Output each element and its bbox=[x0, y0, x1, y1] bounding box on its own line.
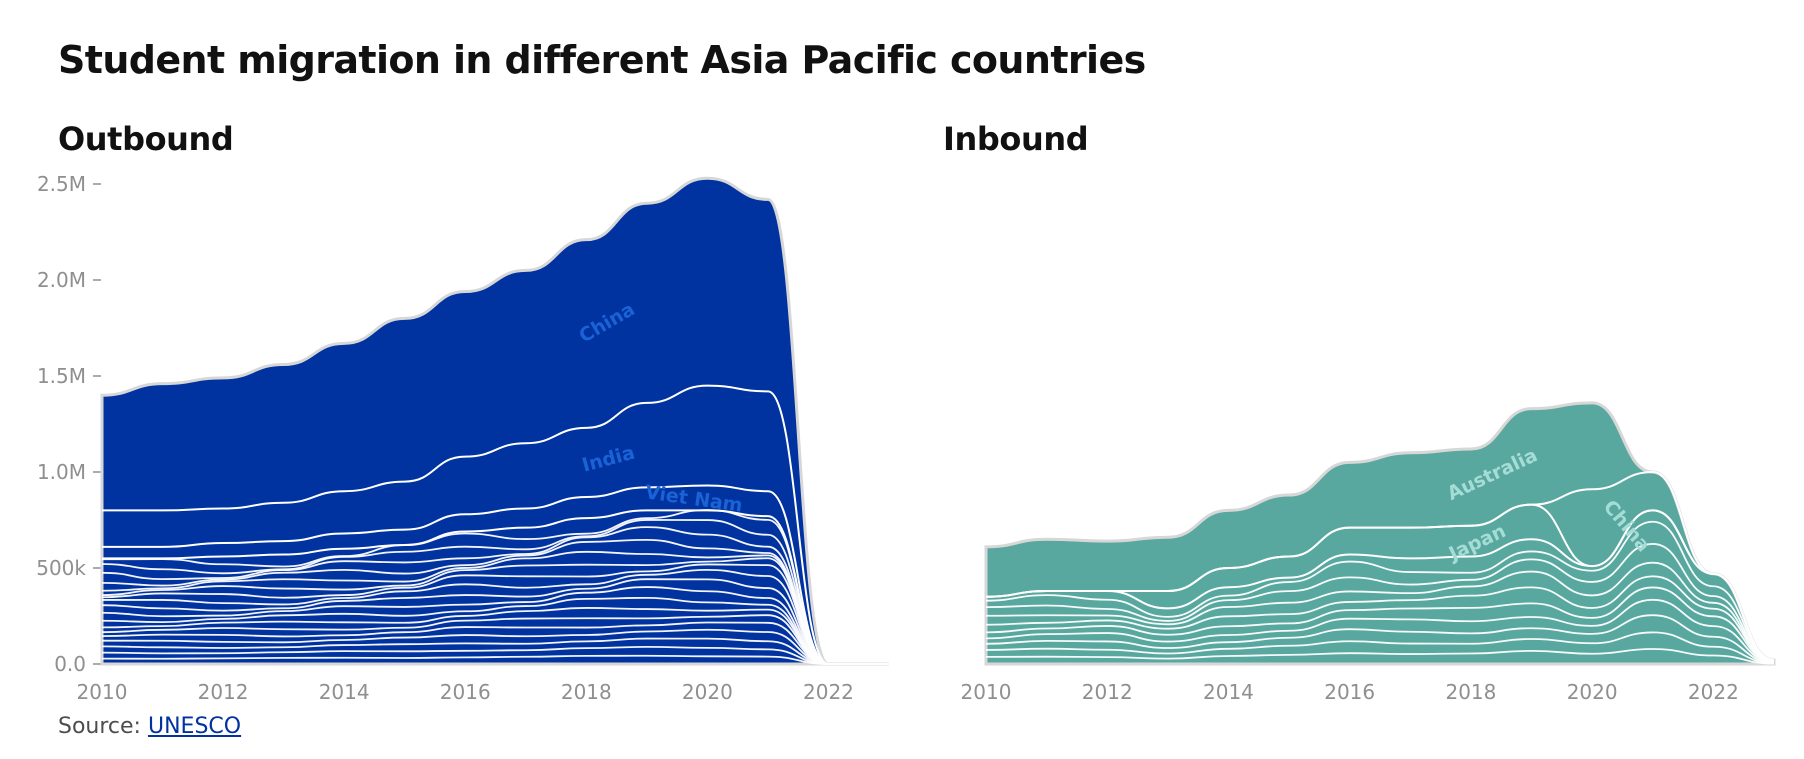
stream-band-boundary-minor bbox=[985, 586, 1775, 663]
stream-band-boundary-minor bbox=[101, 596, 889, 665]
stream-area-total bbox=[984, 401, 1776, 666]
stream-band-boundary-minor bbox=[101, 509, 889, 665]
stream-band-boundary-minor bbox=[101, 519, 889, 665]
x-tick-label: 2012 bbox=[1082, 680, 1133, 704]
stream-band-boundary-minor bbox=[985, 648, 1775, 665]
stream-band-boundary-minor bbox=[985, 543, 1775, 662]
x-tick-label: 2018 bbox=[561, 680, 612, 704]
chart-title: Student migration in different Asia Paci… bbox=[58, 38, 1146, 82]
stream-band-boundary-viet-nam bbox=[102, 509, 889, 665]
inbound-panel-title: Inbound bbox=[943, 120, 1089, 158]
stream-band-boundary-minor bbox=[101, 538, 889, 665]
x-tick-label: 2014 bbox=[1203, 680, 1254, 704]
stream-band-boundary-minor bbox=[101, 550, 889, 665]
x-tick-label: 2014 bbox=[319, 680, 370, 704]
stream-band-boundary-minor bbox=[985, 561, 1775, 663]
stream-band-boundary-minor bbox=[985, 631, 1775, 665]
x-tick-label: 2016 bbox=[1324, 680, 1375, 704]
source-link[interactable]: UNESCO bbox=[147, 714, 242, 739]
stream-band-boundary-minor bbox=[101, 654, 889, 665]
stream-band-boundary-minor bbox=[101, 607, 889, 665]
x-tick-label: 2020 bbox=[682, 680, 733, 704]
stream-band-boundary-minor bbox=[985, 598, 1775, 664]
outbound-panel: 0.0 500k 1.0M 1.5M 2.0M 2.5M 2010 2012 2014 2016 2… bbox=[36, 172, 889, 704]
x-tick-label: 2010 bbox=[77, 680, 128, 704]
stream-band-boundary-minor bbox=[101, 621, 889, 665]
x-tick-label: 2016 bbox=[440, 680, 491, 704]
stream-band-boundary-minor bbox=[101, 563, 889, 665]
y-tick-label: 0.0 bbox=[54, 652, 86, 676]
stream-band-boundary-india bbox=[101, 484, 889, 665]
outbound-panel-title: Outbound bbox=[58, 120, 234, 158]
x-tick-label: 2010 bbox=[961, 680, 1012, 704]
x-tick-label: 2022 bbox=[803, 680, 854, 704]
stream-band-boundary-japan bbox=[985, 509, 1775, 662]
y-tick-label: 1.0M bbox=[37, 460, 86, 484]
stream-band-boundary-china bbox=[101, 384, 889, 665]
stream-band-boundary-minor bbox=[985, 614, 1775, 664]
inbound-panel: 2010 2012 2014 2016 2018 2020 2022AustraliaJap… bbox=[961, 401, 1776, 704]
stream-band-boundary-minor bbox=[101, 526, 889, 665]
y-tick-label: 1.5M bbox=[37, 364, 86, 388]
stream-band-boundary-minor bbox=[985, 575, 1775, 663]
stream-band-boundary-minor bbox=[101, 578, 889, 665]
stream-band-boundary-minor bbox=[985, 520, 1775, 662]
source-note: Source: UNESCO bbox=[58, 714, 241, 739]
stream-band-boundary-minor bbox=[101, 646, 889, 665]
y-tick-label: 2.0M bbox=[37, 268, 86, 292]
x-tick-label: 2020 bbox=[1567, 680, 1618, 704]
x-tick-label: 2012 bbox=[198, 680, 249, 704]
stream-band-boundary-minor bbox=[101, 586, 889, 665]
y-tick-label: 2.5M bbox=[37, 172, 86, 196]
stream-band-boundary-minor bbox=[101, 568, 889, 665]
stream-band-boundary-minor bbox=[101, 557, 889, 665]
y-tick-label: 500k bbox=[36, 556, 86, 580]
stream-band-boundary-minor bbox=[101, 614, 889, 665]
x-tick-label: 2018 bbox=[1445, 680, 1496, 704]
stream-area-total bbox=[100, 176, 889, 666]
x-tick-label: 2022 bbox=[1688, 680, 1739, 704]
source-label: Source: bbox=[58, 714, 141, 739]
stream-band-boundary-minor bbox=[101, 637, 889, 665]
stream-band-boundary-minor bbox=[101, 628, 889, 665]
